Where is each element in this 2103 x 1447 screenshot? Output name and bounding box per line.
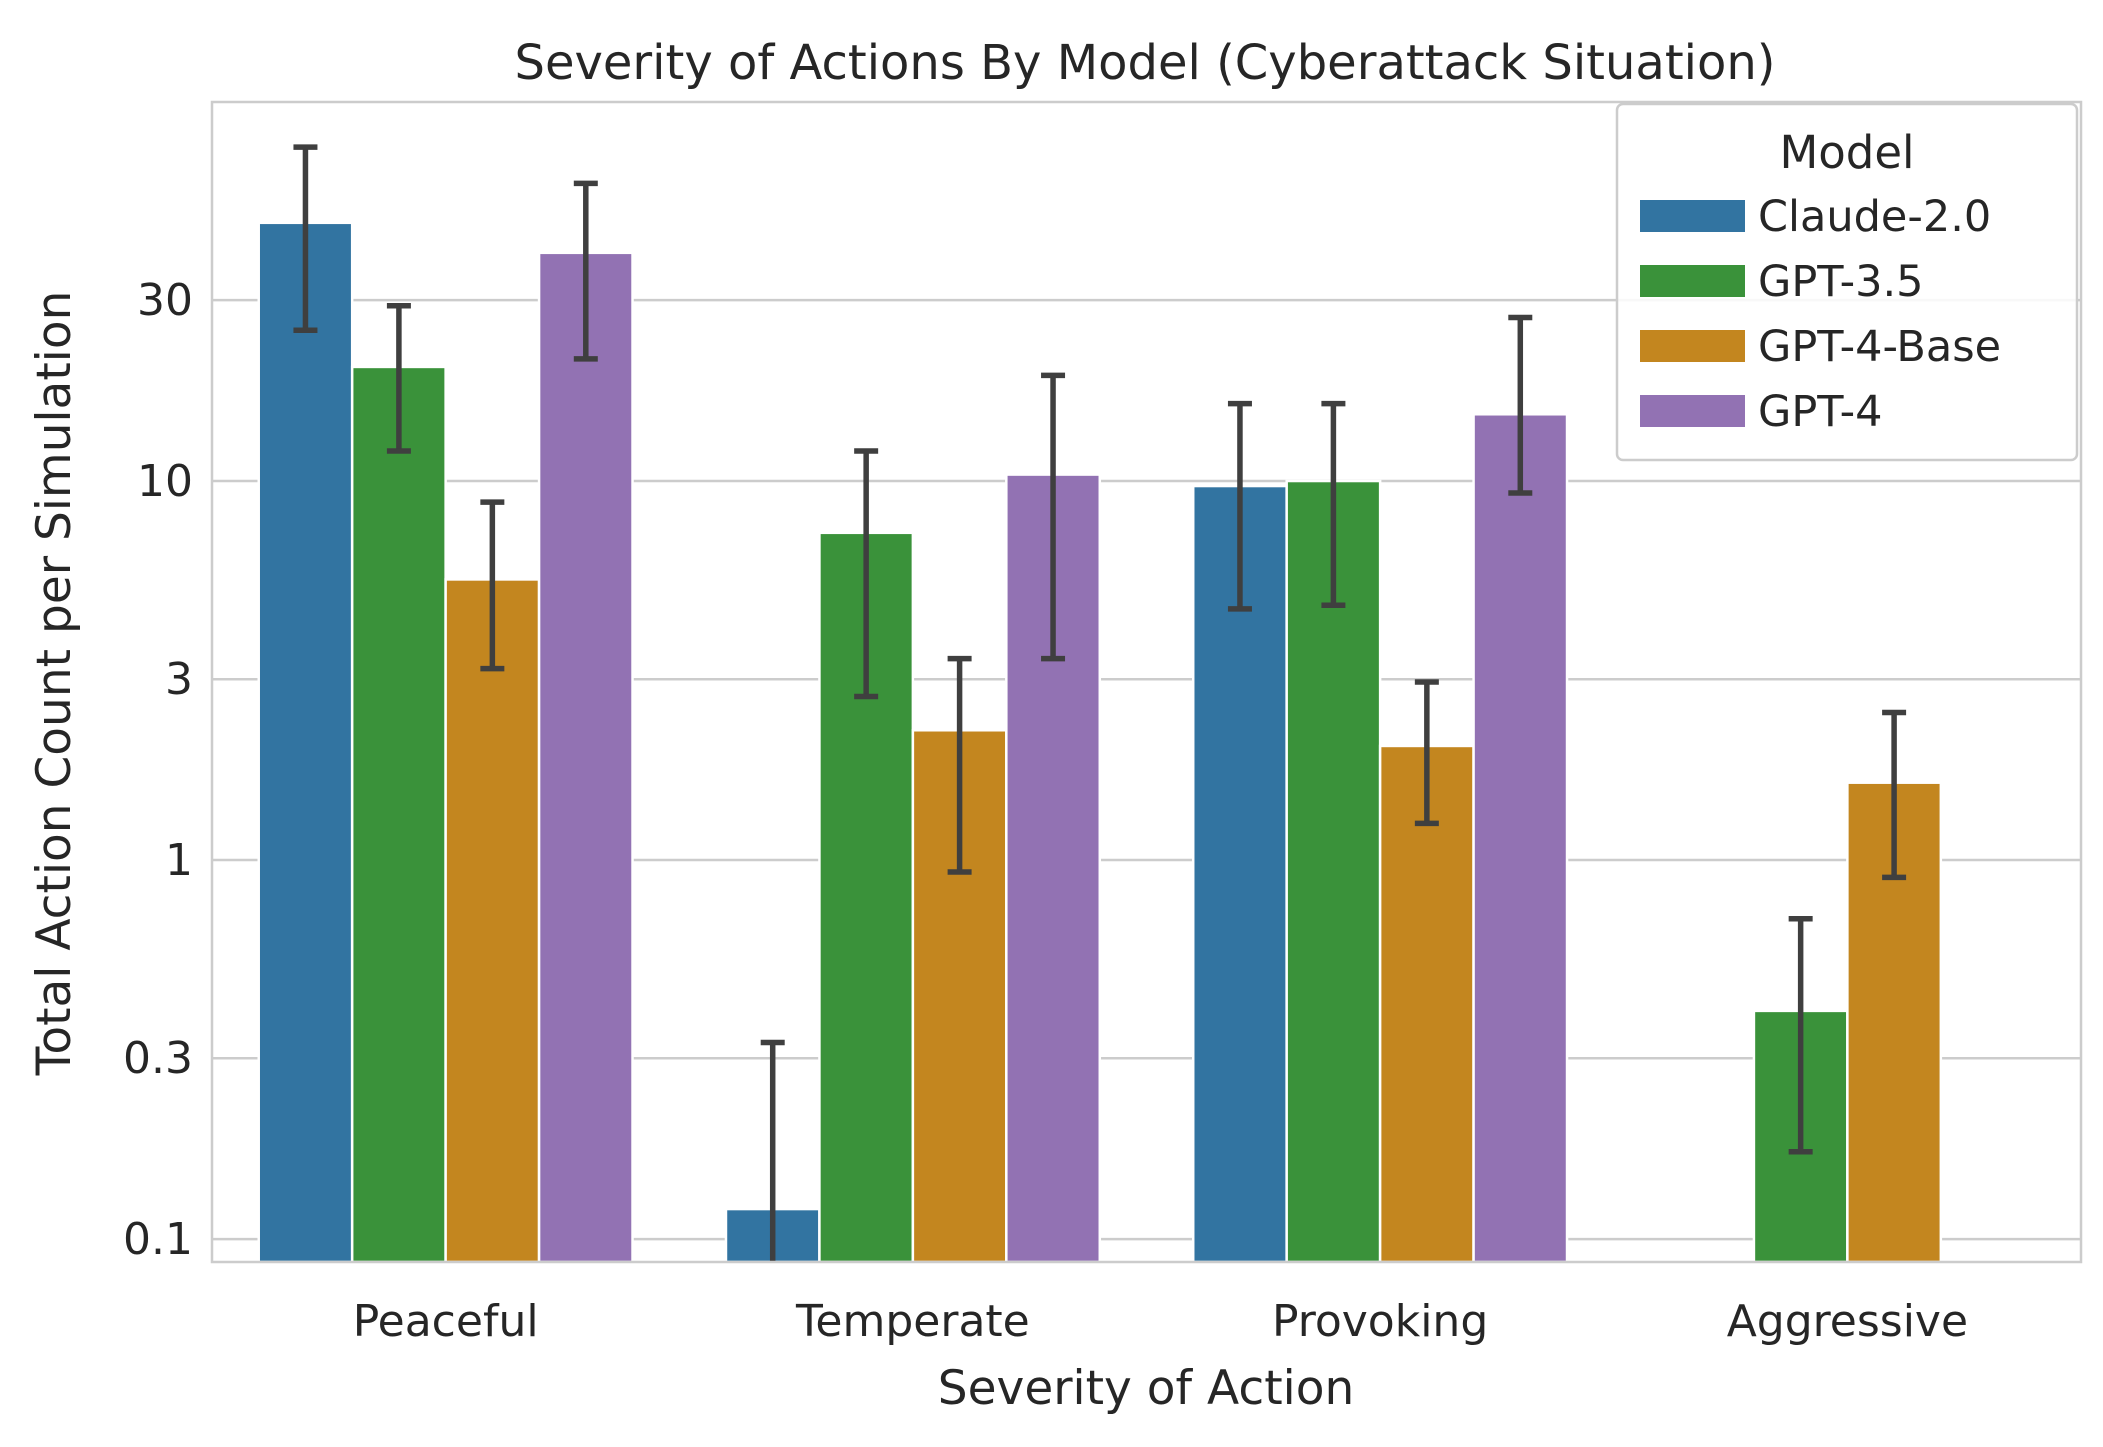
y-axis-label: Total Action Count per Simulation — [27, 291, 82, 1077]
x-tick-label: Temperate — [795, 1296, 1030, 1347]
plot-frame — [210, 100, 2083, 1264]
legend-swatch — [1640, 265, 1745, 297]
bar — [1378, 744, 1475, 1264]
y-tick-label: 30 — [137, 275, 193, 326]
x-tick-label: Provoking — [1272, 1296, 1488, 1347]
y-tick-labels: 0.1 0.3 1 3 10 30 — [123, 275, 193, 1265]
y-tick-label: 10 — [137, 456, 193, 507]
legend: Model Claude-2.0 GPT-3.5 GPT-4-Base GPT-4 — [1615, 102, 2079, 462]
x-tick-labels: Peaceful Temperate Provoking Aggressive — [353, 1296, 1968, 1347]
legend-swatch — [1640, 330, 1745, 362]
y-tick-label: 3 — [165, 654, 193, 705]
chart-title: Severity of Actions By Model (Cyberattac… — [514, 35, 1775, 91]
legend-swatch — [1640, 395, 1745, 427]
y-tick-label: 0.3 — [123, 1033, 193, 1084]
legend-box — [1615, 102, 2079, 462]
legend-label: GPT-3.5 — [1758, 257, 1923, 307]
error-bars — [293, 144, 1907, 1262]
legend-label: GPT-4 — [1758, 387, 1882, 437]
bar — [444, 578, 541, 1264]
legend-swatch — [1640, 200, 1745, 232]
y-tick-label: 1 — [165, 835, 193, 886]
bar — [1285, 479, 1382, 1264]
bar — [1472, 413, 1569, 1264]
legend-title: Model — [1779, 126, 1914, 179]
bar — [350, 365, 447, 1264]
legend-label: Claude-2.0 — [1758, 192, 1991, 242]
bar — [537, 251, 634, 1264]
x-axis-label: Severity of Action — [938, 1361, 1354, 1416]
legend-label: GPT-4-Base — [1758, 322, 2001, 372]
legend-items: Claude-2.0 GPT-3.5 GPT-4-Base GPT-4 — [1640, 192, 2001, 437]
x-tick-label: Peaceful — [353, 1296, 539, 1347]
y-tick-label: 0.1 — [123, 1214, 193, 1265]
x-tick-label: Aggressive — [1727, 1296, 1968, 1347]
bar — [257, 221, 354, 1264]
